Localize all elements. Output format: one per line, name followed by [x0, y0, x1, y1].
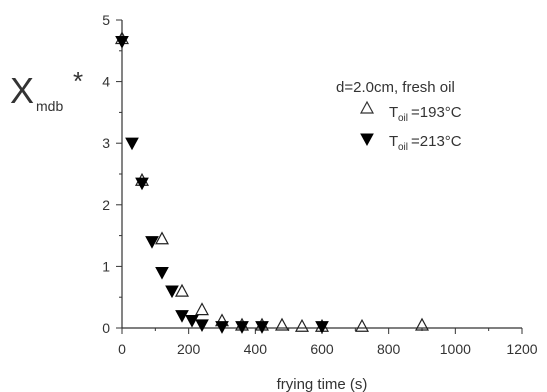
data-point-213 — [145, 236, 159, 249]
y-axis-label: X mdb * — [10, 66, 83, 114]
data-point-213 — [255, 321, 269, 334]
data-point-213 — [235, 321, 249, 334]
filled-triangle-down-icon — [360, 133, 374, 147]
y-axis-label-main: X — [10, 70, 34, 111]
y-axis-label-subscript: mdb — [36, 98, 63, 114]
data-point-193 — [194, 302, 210, 316]
open-triangle-up-icon — [359, 100, 375, 114]
data-point-213 — [185, 315, 199, 328]
x-tick-label: 1200 — [506, 341, 537, 357]
y-tick-label: 1 — [102, 258, 110, 274]
x-tick-label: 600 — [310, 341, 334, 357]
y-tick-label: 5 — [102, 12, 110, 28]
data-point-213 — [125, 137, 139, 151]
y-tick-label: 4 — [102, 74, 110, 90]
legend-title: d=2.0cm, fresh oil — [336, 79, 455, 96]
y-tick-label: 2 — [102, 197, 110, 213]
legend-label-rest: =213°C — [411, 133, 462, 150]
x-axis-label: frying time (s) — [277, 376, 368, 392]
data-point-213 — [115, 35, 129, 49]
legend-label-sub: oil — [398, 113, 408, 124]
data-point-193 — [414, 317, 430, 331]
x-tick-label: 0 — [118, 341, 126, 357]
data-point-213 — [215, 321, 229, 334]
y-tick-label: 3 — [102, 135, 110, 151]
data-point-193 — [154, 231, 170, 245]
plot-area: 0 200 400 600 800 1000 1200 0 1 2 3 4 5 — [102, 12, 538, 357]
data-point-213 — [165, 285, 179, 299]
data-point-193 — [174, 283, 190, 297]
y-tick-label: 0 — [102, 320, 110, 336]
legend-label-sub: oil — [398, 142, 408, 153]
data-point-213 — [195, 319, 209, 332]
data-point-193 — [354, 318, 370, 332]
legend-label-main: T — [389, 133, 398, 150]
data-point-213 — [175, 310, 189, 323]
x-tick-label: 800 — [377, 341, 401, 357]
legend-entry-193: T oil =193°C — [359, 100, 462, 124]
data-point-193 — [274, 317, 290, 331]
x-tick-label: 400 — [244, 341, 268, 357]
legend: d=2.0cm, fresh oil T oil =193°C T oil =2… — [336, 79, 462, 153]
data-point-213 — [315, 321, 329, 334]
data-point-213 — [135, 177, 149, 191]
data-point-213 — [155, 266, 169, 280]
legend-entry-213: T oil =213°C — [360, 133, 462, 153]
x-tick-label: 200 — [177, 341, 201, 357]
legend-label-rest: =193°C — [411, 104, 462, 121]
x-tick-label: 1000 — [440, 341, 471, 357]
y-axis-label-superscript: * — [73, 66, 83, 96]
data-point-193 — [294, 318, 310, 332]
legend-label-main: T — [389, 104, 398, 121]
